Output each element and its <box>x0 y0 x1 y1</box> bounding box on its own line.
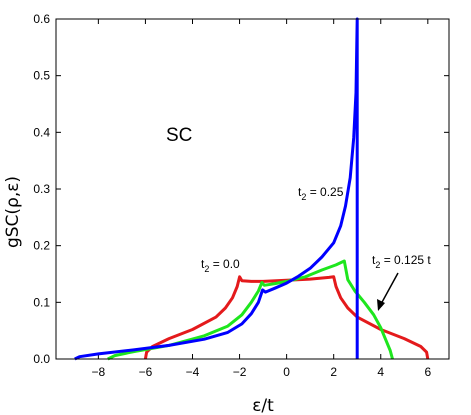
x-tick-label: −6 <box>139 365 153 379</box>
annotation-t2-0125: t2 = 0.125 t <box>372 253 431 270</box>
y-tick-label: 0.0 <box>33 352 50 366</box>
annotation-t2-0: t2 = 0.0 <box>201 257 240 274</box>
y-tick-label: 0.1 <box>33 295 50 309</box>
annotation-arrow <box>377 272 399 311</box>
y-tick-label: 0.4 <box>33 125 50 139</box>
series-line-t2-025 <box>74 17 359 361</box>
y-tick-label: 0.2 <box>33 239 50 253</box>
series-line-t2-0 <box>143 275 430 360</box>
series-layer <box>74 17 430 361</box>
y-tick-label: 0.3 <box>33 182 50 196</box>
x-tick-label: −8 <box>92 365 106 379</box>
y-axis-ticks: 0.0 0.1 0.2 0.3 0.4 0.5 0.6 <box>33 12 449 366</box>
x-tick-label: 4 <box>377 365 384 379</box>
y-tick-label: 0.5 <box>33 69 50 83</box>
panel-label: SC <box>166 125 192 146</box>
x-axis-ticks: −8 −6 −4 −2 0 2 4 6 <box>92 19 431 379</box>
annotation-layer: t2 = 0.0 t2 = 0.25 t2 = 0.125 t <box>201 185 431 274</box>
plot-frame <box>55 18 450 360</box>
x-tick-label: −4 <box>186 365 200 379</box>
x-tick-label: −2 <box>233 365 247 379</box>
y-axis-label: gSC(ρ,ε) <box>3 176 23 248</box>
y-tick-label: 0.6 <box>33 12 50 26</box>
annotation-t2-025: t2 = 0.25 <box>298 185 344 202</box>
x-axis-label: ε/t <box>252 396 274 415</box>
x-tick-label: 6 <box>424 365 431 379</box>
x-tick-label: 0 <box>283 365 290 379</box>
x-tick-label: 2 <box>330 365 337 379</box>
